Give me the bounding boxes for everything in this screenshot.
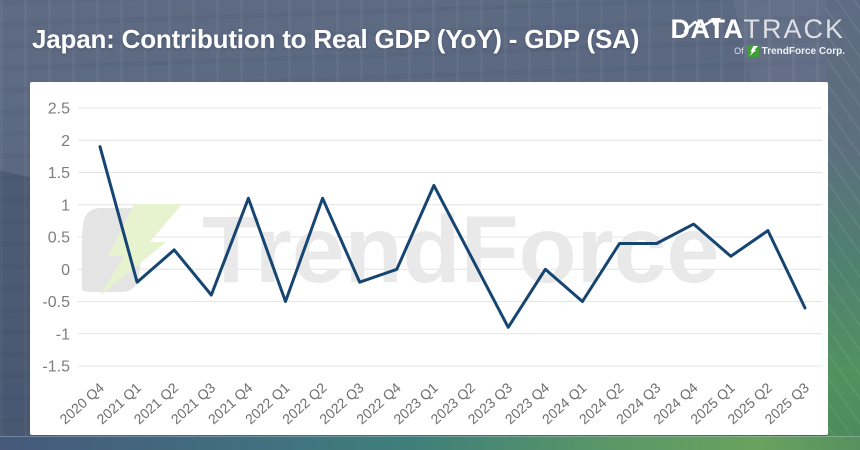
y-tick-label: -0.5 [42, 294, 70, 311]
logo-zigzag-chart-icon [683, 18, 721, 33]
bottom-gradient-bar [0, 436, 860, 450]
logo-wordmark: DATATRACK [671, 14, 846, 44]
y-tick-label: 0 [61, 262, 70, 279]
y-tick-label: 1.5 [48, 165, 70, 182]
logo-byline-company: TrendForce Corp. [761, 45, 845, 57]
y-tick-label: 2.5 [48, 101, 70, 118]
logo-text-track: TRACK [743, 14, 845, 44]
logo-text-data: DATA [670, 14, 744, 44]
y-tick-label: -1 [56, 326, 70, 343]
gdp-line-layer [98, 145, 807, 329]
y-tick-label: 1 [61, 197, 70, 214]
header: Japan: Contribution to Real GDP (YoY) - … [0, 0, 860, 82]
y-tick-label: 0.5 [48, 230, 70, 247]
gdp-line [98, 145, 807, 329]
y-tick-label: 2 [61, 133, 70, 150]
chart-card: 2.5 2 1.5 1 0.5 0 -0.5 -1 -1.5 2020 Q4 2021 Q1 2021… [30, 82, 828, 435]
logo-byline-prefix: Of [734, 46, 744, 56]
background-right-green-strip [826, 0, 860, 450]
datatrack-logo: DATATRACK Of TrendForce Corp. [671, 14, 846, 57]
logo-byline: Of TrendForce Corp. [671, 45, 845, 57]
page-title: Japan: Contribution to Real GDP (YoY) - … [32, 24, 640, 54]
y-tick-label: -1.5 [42, 359, 70, 376]
trendforce-icon [746, 45, 759, 57]
